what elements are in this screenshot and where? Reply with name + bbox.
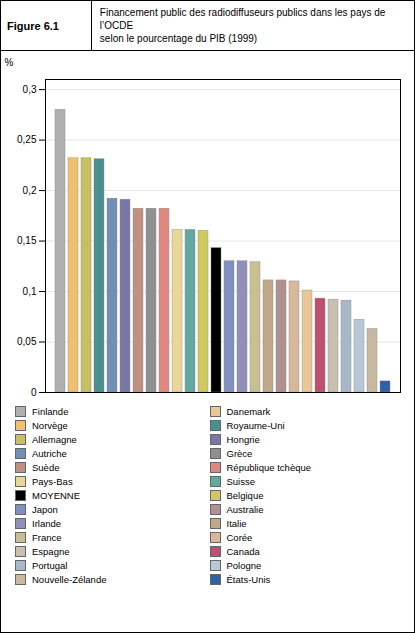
svg-text:0,15: 0,15	[17, 235, 37, 246]
html-text:Irlande: Irlande	[32, 517, 62, 529]
html-text:Grèce: Grèce	[226, 447, 253, 459]
html-text:Italie: Italie	[226, 517, 247, 529]
html-text:Pologne: Pologne	[226, 559, 262, 571]
html-text:Belgique: Belgique	[226, 489, 264, 501]
svg-text:0: 0	[31, 387, 37, 398]
html-text:Financement public des radiodi: Financement public des radiodiffuseurs p…	[99, 7, 386, 31]
html-text:Australie: Australie	[226, 503, 264, 515]
html-text:Figure 6.1: Figure 6.1	[7, 19, 59, 32]
html-text:Suède: Suède	[32, 461, 60, 473]
html-text:États-Unis: États-Unis	[226, 573, 271, 585]
html-text:Canada: Canada	[226, 545, 260, 557]
html-text:Portugal: Portugal	[32, 559, 68, 571]
html-text:Corée: Corée	[226, 531, 253, 543]
html-text:selon le pourcentage du PIB (1: selon le pourcentage du PIB (1999)	[99, 33, 258, 44]
svg-text:0,05: 0,05	[17, 336, 37, 347]
html-text:Autriche: Autriche	[32, 447, 67, 459]
html-text:Danemark: Danemark	[226, 405, 271, 417]
svg-text:0,3: 0,3	[23, 84, 37, 95]
html-text:Pays-Bas: Pays-Bas	[32, 475, 73, 487]
svg-text:0,1: 0,1	[23, 286, 37, 297]
html-text:Suisse: Suisse	[226, 475, 255, 487]
html-text:MOYENNE: MOYENNE	[32, 489, 80, 501]
html-text:Allemagne: Allemagne	[32, 433, 77, 445]
svg-text:0,25: 0,25	[17, 134, 37, 145]
html-text:République tchèque: République tchèque	[226, 461, 311, 473]
html-text:Japon: Japon	[32, 503, 58, 515]
html-text:Finlande: Finlande	[32, 405, 69, 417]
html-text:Nouvelle-Zélande: Nouvelle-Zélande	[32, 573, 107, 585]
html-text:Norvège: Norvège	[32, 419, 68, 431]
svg-text:0,2: 0,2	[23, 185, 37, 196]
svg-text:%: %	[5, 57, 14, 68]
html-text:Hongrie: Hongrie	[226, 433, 260, 445]
html-text:Espagne: Espagne	[32, 545, 70, 557]
html-text:France: France	[32, 531, 62, 543]
html-text:Royaume-Uni: Royaume-Uni	[226, 419, 285, 431]
